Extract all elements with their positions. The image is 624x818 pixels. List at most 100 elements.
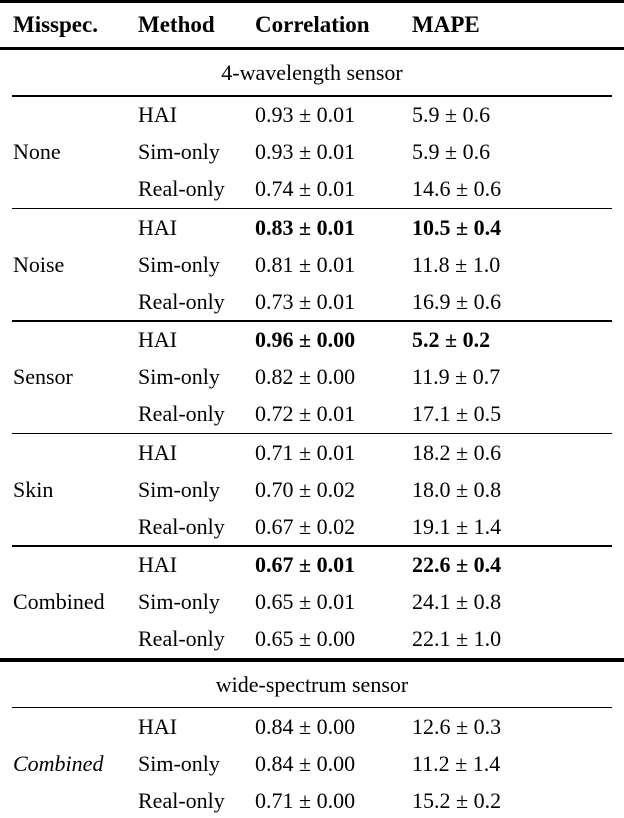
table-row: Real-only 0.74 ± 0.01 14.6 ± 0.6 xyxy=(138,171,624,208)
divider-rule xyxy=(12,95,612,97)
mape-cell: 11.8 ± 1.0 xyxy=(412,251,501,277)
method-cell: Sim-only xyxy=(138,750,220,776)
correlation-cell: 0.96 ± 0.00 xyxy=(255,327,356,352)
misspec-label: Noise xyxy=(13,251,65,277)
correlation-cell: 0.81 ± 0.01 xyxy=(255,251,356,277)
mape-cell: 19.1 ± 1.4 xyxy=(412,513,502,539)
table-row: Sim-only 0.65 ± 0.01 24.1 ± 0.8 xyxy=(138,584,624,621)
mape-cell: 22.1 ± 1.0 xyxy=(412,626,502,651)
mape-cell: 17.1 ± 0.5 xyxy=(412,401,502,426)
method-cell: Real-only xyxy=(138,513,225,539)
correlation-cell: 0.82 ± 0.00 xyxy=(255,364,356,389)
table-row: HAI 0.93 ± 0.01 5.9 ± 0.6 xyxy=(138,97,624,134)
method-cell: HAI xyxy=(138,327,178,352)
method-cell: HAI xyxy=(138,439,178,465)
table-row: Real-only 0.67 ± 0.02 19.1 ± 1.4 xyxy=(138,508,624,545)
correlation-cell: 0.74 ± 0.01 xyxy=(255,176,356,201)
method-cell: HAI xyxy=(138,713,178,739)
table-header-row: Misspec. Method Correlation MAPE xyxy=(0,3,624,47)
correlation-cell: 0.93 ± 0.01 xyxy=(255,139,356,164)
method-cell: Real-only xyxy=(138,787,225,813)
correlation-cell: 0.71 ± 0.01 xyxy=(255,439,356,465)
group-rows: HAI 0.93 ± 0.01 5.9 ± 0.6 Sim-only 0.93 … xyxy=(138,97,624,208)
table-row: Sim-only 0.82 ± 0.00 11.9 ± 0.7 xyxy=(138,359,624,396)
correlation-cell: 0.71 ± 0.00 xyxy=(255,787,356,813)
method-cell: HAI xyxy=(138,214,178,240)
misspec-label: Combined xyxy=(13,589,105,614)
mape-cell: 18.2 ± 0.6 xyxy=(412,439,502,465)
column-header-method: Method xyxy=(138,12,215,37)
correlation-cell: 0.65 ± 0.00 xyxy=(255,626,356,651)
method-cell: HAI xyxy=(138,552,178,577)
mape-cell: 5.9 ± 0.6 xyxy=(412,102,491,127)
divider-rule xyxy=(12,320,612,322)
method-cell: Sim-only xyxy=(138,476,220,502)
group-skin: Skin HAI 0.71 ± 0.01 18.2 ± 0.6 Sim-only… xyxy=(0,434,624,545)
column-header-mape: MAPE xyxy=(412,12,480,37)
misspec-label: None xyxy=(13,139,61,164)
table-row: Real-only 0.73 ± 0.01 16.9 ± 0.6 xyxy=(138,283,624,320)
section-separator-rule xyxy=(0,657,624,662)
table-row: Real-only 0.65 ± 0.00 22.1 ± 1.0 xyxy=(138,621,624,658)
table-row: Sim-only 0.93 ± 0.01 5.9 ± 0.6 xyxy=(138,134,624,171)
method-cell: Sim-only xyxy=(138,589,220,614)
group-rows: HAI 0.83 ± 0.01 10.5 ± 0.4 Sim-only 0.81… xyxy=(138,209,624,320)
mape-cell: 18.0 ± 0.8 xyxy=(412,476,502,502)
method-cell: Real-only xyxy=(138,288,225,314)
correlation-cell: 0.72 ± 0.01 xyxy=(255,401,356,426)
mape-cell: 5.9 ± 0.6 xyxy=(412,139,491,164)
mape-cell: 24.1 ± 0.8 xyxy=(412,589,502,614)
method-cell: Sim-only xyxy=(138,364,220,389)
mape-cell: 22.6 ± 0.4 xyxy=(412,552,502,577)
header-rule xyxy=(0,47,624,50)
table-row: Sim-only 0.81 ± 0.01 11.8 ± 1.0 xyxy=(138,246,624,283)
section-title-wide-spectrum: wide-spectrum sensor xyxy=(215,671,409,697)
misspec-label: Sensor xyxy=(13,364,73,389)
mape-cell: 11.9 ± 0.7 xyxy=(412,364,501,389)
correlation-cell: 0.70 ± 0.02 xyxy=(255,476,356,502)
correlation-cell: 0.93 ± 0.01 xyxy=(255,102,356,127)
mape-cell: 16.9 ± 0.6 xyxy=(412,288,502,314)
misspec-label: Combined xyxy=(13,750,104,776)
correlation-cell: 0.73 ± 0.01 xyxy=(255,288,356,314)
group-sensor: Sensor HAI 0.96 ± 0.00 5.2 ± 0.2 Sim-onl… xyxy=(0,322,624,433)
table-row: Sim-only 0.70 ± 0.02 18.0 ± 0.8 xyxy=(138,471,624,508)
mape-cell: 12.6 ± 0.3 xyxy=(412,713,502,739)
mape-cell: 10.5 ± 0.4 xyxy=(412,214,502,240)
table-row: HAI 0.84 ± 0.00 12.6 ± 0.3 xyxy=(138,708,624,745)
group-combined-wide: Combined HAI 0.84 ± 0.00 12.6 ± 0.3 Sim-… xyxy=(0,708,624,818)
top-rule xyxy=(0,0,624,3)
method-cell: Real-only xyxy=(138,626,225,651)
table-row: HAI 0.96 ± 0.00 5.2 ± 0.2 xyxy=(138,322,624,359)
group-rows: HAI 0.71 ± 0.01 18.2 ± 0.6 Sim-only 0.70… xyxy=(138,434,624,545)
method-cell: Real-only xyxy=(138,401,225,426)
mape-cell: 11.2 ± 1.4 xyxy=(412,750,501,776)
table-row: HAI 0.83 ± 0.01 10.5 ± 0.4 xyxy=(138,209,624,246)
table-row: Real-only 0.72 ± 0.01 17.1 ± 0.5 xyxy=(138,396,624,433)
group-noise: Noise HAI 0.83 ± 0.01 10.5 ± 0.4 Sim-onl… xyxy=(0,209,624,320)
correlation-cell: 0.67 ± 0.01 xyxy=(255,552,356,577)
mape-cell: 14.6 ± 0.6 xyxy=(412,176,502,201)
correlation-cell: 0.65 ± 0.01 xyxy=(255,589,356,614)
divider-rule xyxy=(12,207,612,209)
method-cell: Sim-only xyxy=(138,139,220,164)
divider-rule xyxy=(12,432,612,434)
table-row: Sim-only 0.84 ± 0.00 11.2 ± 1.4 xyxy=(138,745,624,782)
divider-rule xyxy=(12,706,612,708)
method-cell: Sim-only xyxy=(138,251,220,277)
column-header-misspec: Misspec. xyxy=(13,12,98,37)
misspec-label: Skin xyxy=(13,476,54,502)
group-combined: Combined HAI 0.67 ± 0.01 22.6 ± 0.4 Sim-… xyxy=(0,547,624,658)
group-rows: HAI 0.96 ± 0.00 5.2 ± 0.2 Sim-only 0.82 … xyxy=(138,322,624,433)
group-none: None HAI 0.93 ± 0.01 5.9 ± 0.6 Sim-only … xyxy=(0,97,624,208)
mape-cell: 15.2 ± 0.2 xyxy=(412,787,502,813)
column-header-correlation: Correlation xyxy=(255,12,370,37)
table-row: Real-only 0.71 ± 0.00 15.2 ± 0.2 xyxy=(138,782,624,818)
table-row: HAI 0.67 ± 0.01 22.6 ± 0.4 xyxy=(138,547,624,584)
section-title-4-wavelength: 4-wavelength sensor xyxy=(221,60,403,85)
correlation-cell: 0.67 ± 0.02 xyxy=(255,513,356,539)
correlation-cell: 0.84 ± 0.00 xyxy=(255,750,356,776)
correlation-cell: 0.83 ± 0.01 xyxy=(255,214,356,240)
table-row: HAI 0.71 ± 0.01 18.2 ± 0.6 xyxy=(138,434,624,471)
